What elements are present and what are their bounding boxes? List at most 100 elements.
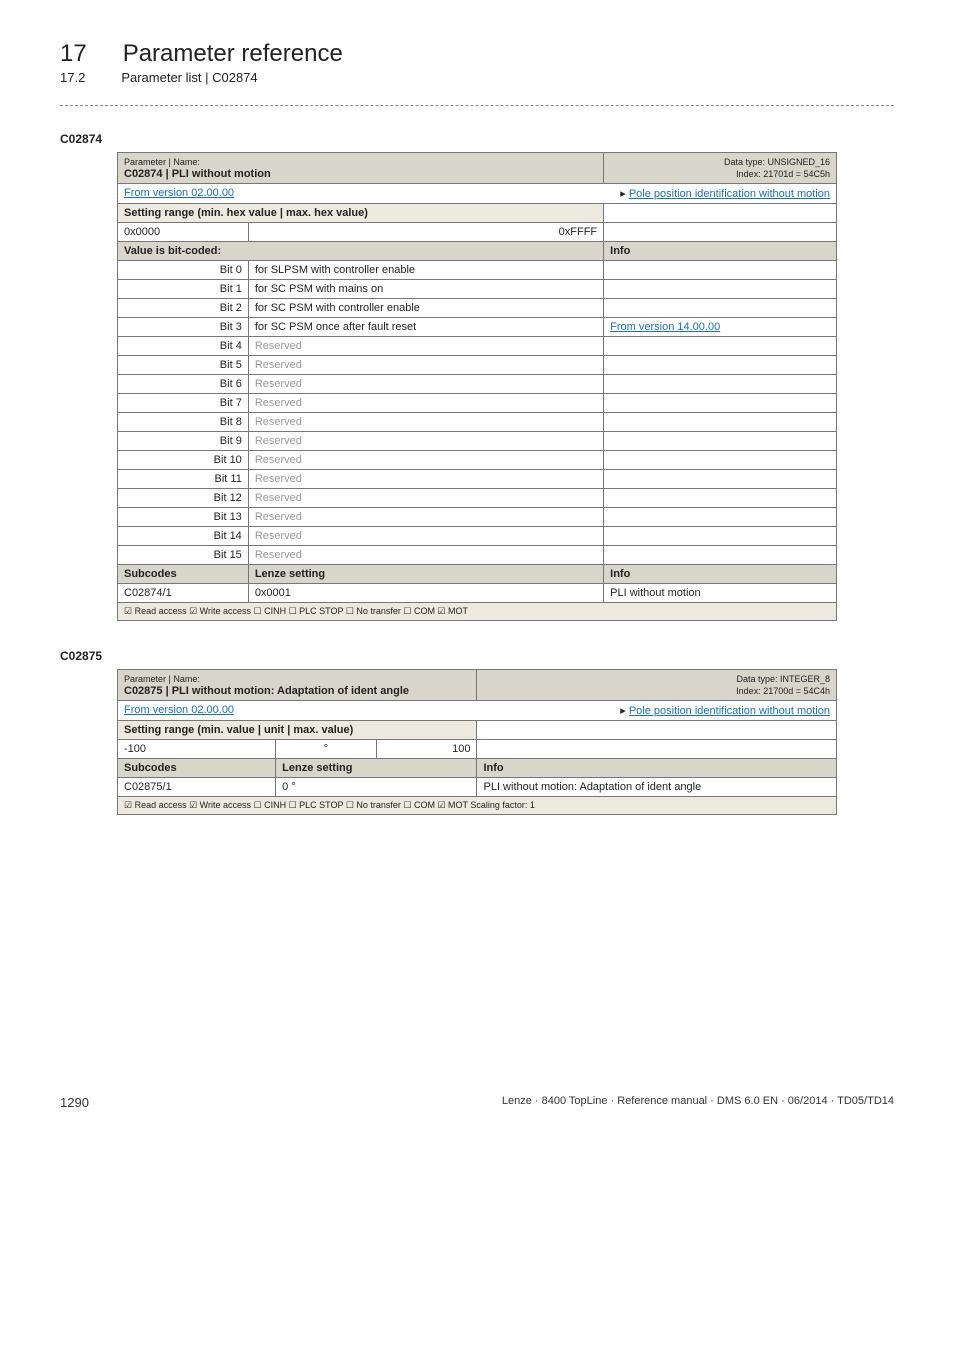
- bit-number: Bit 2: [118, 299, 249, 318]
- subcode-value: 0 °: [276, 778, 477, 797]
- setting-range-header: Setting range (min. value | unit | max. …: [118, 721, 477, 740]
- lenze-header: Lenze setting: [276, 759, 477, 778]
- access-row: ☑ Read access ☑ Write access ☐ CINH ☐ PL…: [118, 603, 837, 621]
- bit-label: Reserved: [248, 394, 603, 413]
- empty-cell: [604, 204, 837, 223]
- bit-label: for SC PSM with controller enable: [248, 299, 603, 318]
- bit-info: [604, 451, 837, 470]
- param-datatype: Data type: UNSIGNED_16: [724, 157, 830, 167]
- bit-info: [604, 261, 837, 280]
- bit-label: Reserved: [248, 356, 603, 375]
- bit-label: for SC PSM once after fault reset: [248, 318, 603, 337]
- unit: °: [276, 740, 377, 759]
- bit-info: [604, 299, 837, 318]
- access-row: ☑ Read access ☑ Write access ☐ CINH ☐ PL…: [118, 797, 837, 815]
- section-number: 17.2: [60, 70, 85, 85]
- subcode-info: PLI without motion: [604, 584, 837, 603]
- bit-info-link[interactable]: From version 14.00.00: [610, 321, 720, 333]
- subcode-id: C02874/1: [118, 584, 249, 603]
- empty-cell: [604, 223, 837, 242]
- bit-info: [604, 280, 837, 299]
- version-link[interactable]: From version 02.00.00: [124, 704, 234, 716]
- bit-info: [604, 337, 837, 356]
- bit-info: [604, 394, 837, 413]
- param-version-cell: From version 02.00.00 ▸ Pole position id…: [118, 184, 837, 204]
- param-index: Index: 21700d = 54C4h: [736, 686, 830, 696]
- bit-label: for SLPSM with controller enable: [248, 261, 603, 280]
- section-title: Parameter list | C02874: [121, 70, 257, 85]
- bit-number: Bit 1: [118, 280, 249, 299]
- bitcoded-header: Value is bit-coded:: [118, 242, 604, 261]
- bit-info: [604, 375, 837, 394]
- page-number: 1290: [60, 1095, 89, 1110]
- min-value: -100: [118, 740, 276, 759]
- doc-reference: Lenze · 8400 TopLine · Reference manual …: [502, 1095, 894, 1110]
- param-title-cell: Parameter | Name: C02874 | PLI without m…: [118, 153, 604, 184]
- bit-number: Bit 12: [118, 489, 249, 508]
- max-hex: 0xFFFF: [248, 223, 603, 242]
- bit-label: Reserved: [248, 413, 603, 432]
- subcode-id: C02875/1: [118, 778, 276, 797]
- bit-number: Bit 8: [118, 413, 249, 432]
- parameter-anchor: C02874: [60, 132, 894, 146]
- bit-label: Reserved: [248, 451, 603, 470]
- divider: [60, 105, 894, 106]
- subcode-info: PLI without motion: Adaptation of ident …: [477, 778, 837, 797]
- bit-label: Reserved: [248, 337, 603, 356]
- bit-label: Reserved: [248, 470, 603, 489]
- param-title-label: Parameter | Name:: [124, 674, 200, 684]
- chapter-title: Parameter reference: [123, 40, 343, 68]
- parameter-anchor: C02875: [60, 649, 894, 663]
- param-datatype-cell: Data type: UNSIGNED_16 Index: 21701d = 5…: [604, 153, 837, 184]
- info-header: Info: [604, 242, 837, 261]
- bit-info: [604, 470, 837, 489]
- subcode-value: 0x0001: [248, 584, 603, 603]
- bit-number: Bit 13: [118, 508, 249, 527]
- pole-position-link[interactable]: Pole position identification without mot…: [629, 705, 830, 717]
- subcodes-header: Subcodes: [118, 759, 276, 778]
- param-name: C02874 | PLI without motion: [124, 168, 271, 180]
- param-datatype-cell: Data type: INTEGER_8 Index: 21700d = 54C…: [477, 670, 837, 701]
- param-datatype: Data type: INTEGER_8: [736, 674, 830, 684]
- parameter-table-c02874: Parameter | Name: C02874 | PLI without m…: [117, 152, 837, 621]
- bit-number: Bit 6: [118, 375, 249, 394]
- version-link[interactable]: From version 02.00.00: [124, 187, 234, 199]
- chapter-number: 17: [60, 40, 87, 68]
- empty-cell: [477, 721, 837, 740]
- subcodes-header: Subcodes: [118, 565, 249, 584]
- bit-label: Reserved: [248, 527, 603, 546]
- param-name: C02875 | PLI without motion: Adaptation …: [124, 685, 409, 697]
- empty-cell: [477, 740, 837, 759]
- bit-number: Bit 14: [118, 527, 249, 546]
- bit-info: [604, 546, 837, 565]
- bit-info: [604, 489, 837, 508]
- bit-info: From version 14.00.00: [604, 318, 837, 337]
- page-header: 17 Parameter reference 17.2 Parameter li…: [60, 40, 894, 85]
- bit-label: Reserved: [248, 375, 603, 394]
- bit-number: Bit 11: [118, 470, 249, 489]
- info-header: Info: [604, 565, 837, 584]
- bit-label: Reserved: [248, 508, 603, 527]
- setting-range-header: Setting range (min. hex value | max. hex…: [118, 204, 604, 223]
- bit-label: Reserved: [248, 432, 603, 451]
- min-hex: 0x0000: [118, 223, 249, 242]
- pole-position-link[interactable]: Pole position identification without mot…: [629, 188, 830, 200]
- bit-info: [604, 527, 837, 546]
- bit-label: Reserved: [248, 489, 603, 508]
- bit-number: Bit 10: [118, 451, 249, 470]
- param-title-label: Parameter | Name:: [124, 157, 200, 167]
- bit-info: [604, 413, 837, 432]
- max-value: 100: [376, 740, 477, 759]
- bit-number: Bit 7: [118, 394, 249, 413]
- bit-number: Bit 4: [118, 337, 249, 356]
- bit-number: Bit 3: [118, 318, 249, 337]
- bit-number: Bit 15: [118, 546, 249, 565]
- bit-info: [604, 432, 837, 451]
- bit-info: [604, 508, 837, 527]
- param-version-cell: From version 02.00.00 ▸ Pole position id…: [118, 701, 837, 721]
- bit-label: for SC PSM with mains on: [248, 280, 603, 299]
- parameter-table-c02875: Parameter | Name: C02875 | PLI without m…: [117, 669, 837, 815]
- bit-label: Reserved: [248, 546, 603, 565]
- info-header: Info: [477, 759, 837, 778]
- param-title-cell: Parameter | Name: C02875 | PLI without m…: [118, 670, 477, 701]
